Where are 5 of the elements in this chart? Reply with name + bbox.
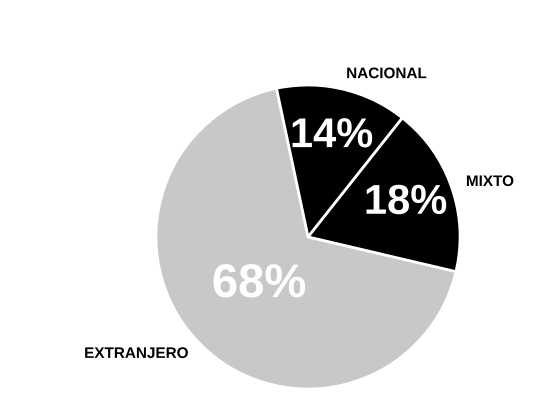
slice-label: MIXTO <box>466 175 514 186</box>
data-label: 14% <box>292 118 372 148</box>
slice-label: NACIONAL <box>347 68 426 78</box>
data-label: 18% <box>366 184 446 214</box>
slice-label: EXTRANJERO <box>85 347 188 358</box>
